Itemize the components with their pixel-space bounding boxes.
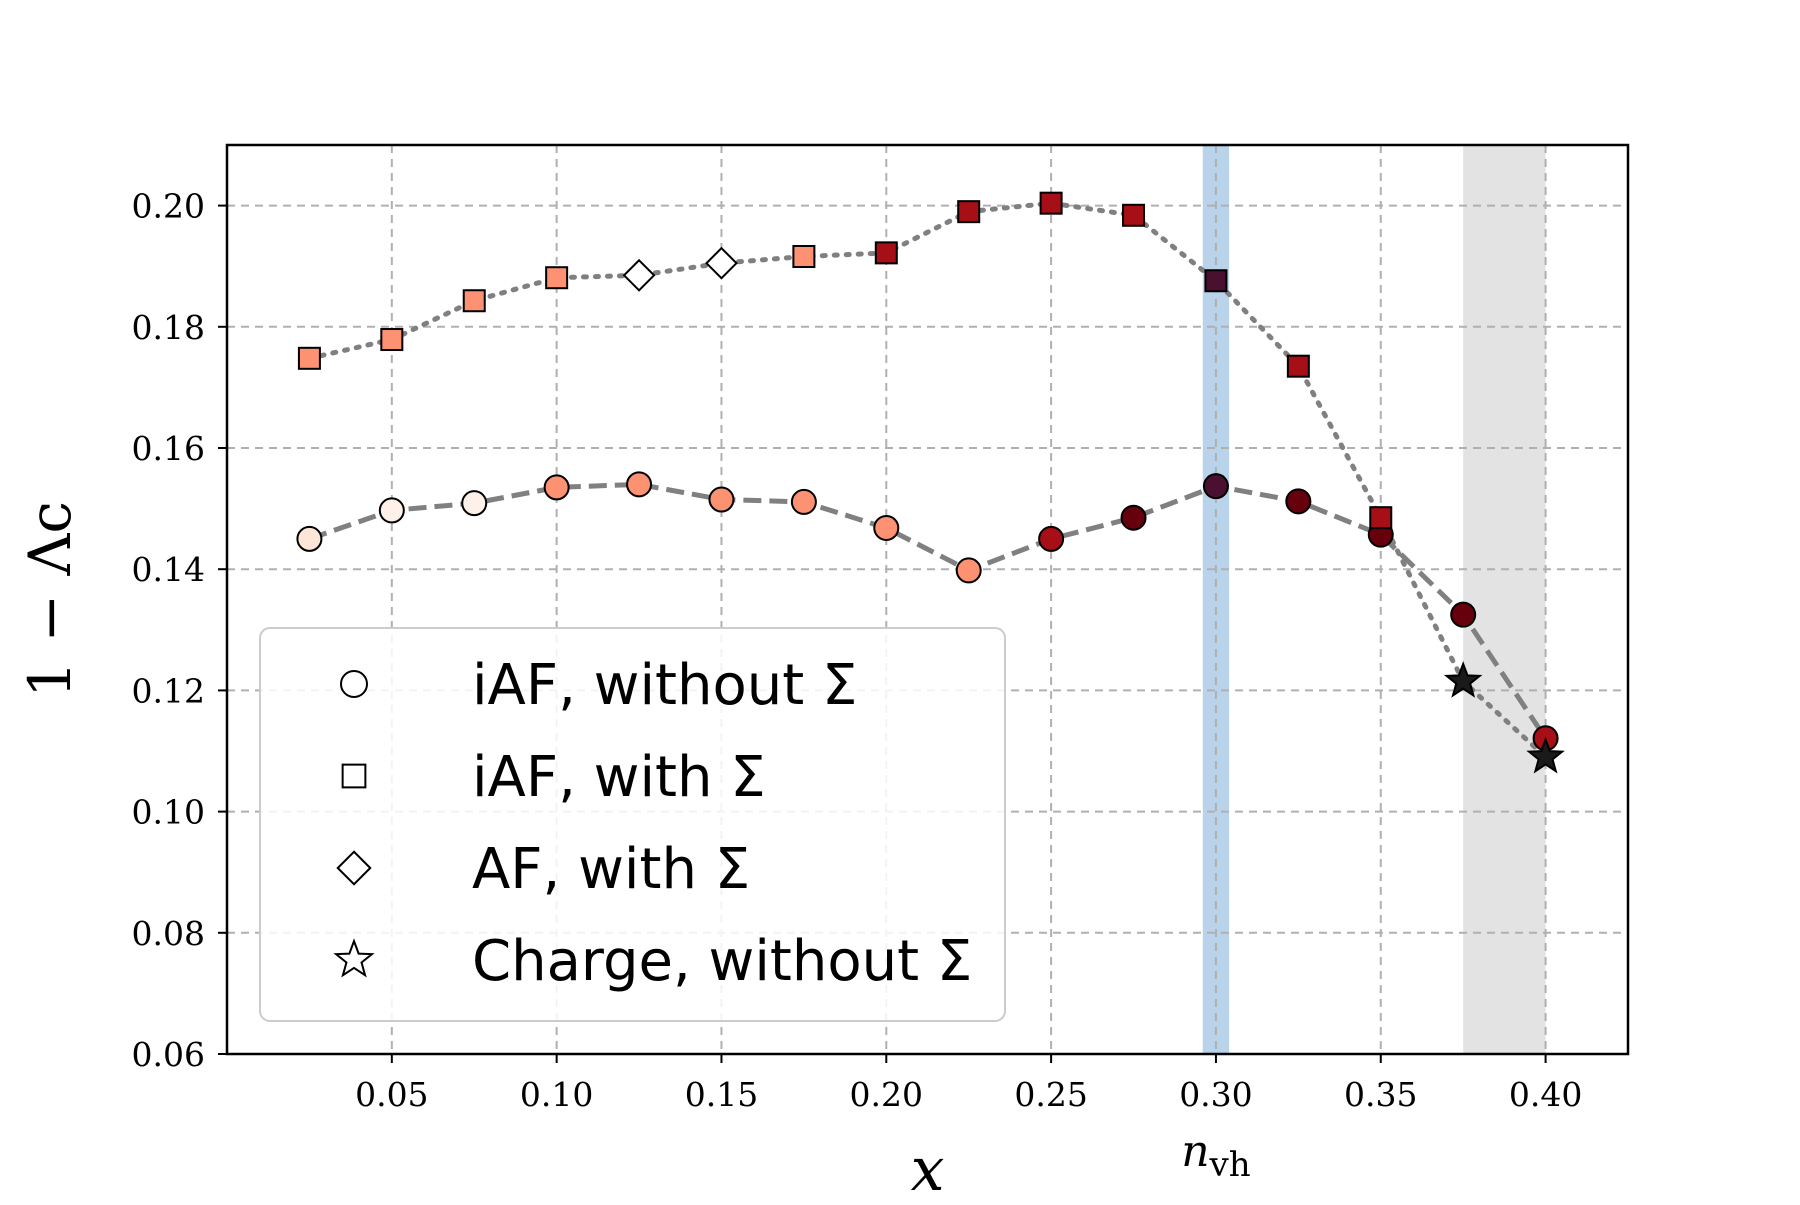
dashed-line-iaf-without-sigma (308, 481, 1548, 740)
y-tick-label: 0.20 (132, 187, 205, 226)
legend-star-icon (333, 938, 375, 978)
circle-marker (1120, 504, 1147, 531)
x-tick-label: 0.15 (685, 1075, 758, 1114)
y-tick-label: 0.16 (132, 429, 205, 468)
circle-marker (1202, 473, 1229, 500)
legend-label: Charge, without Σ (472, 929, 972, 994)
star-marker (1443, 661, 1483, 698)
shaded-region-1 (1463, 145, 1546, 1054)
x-tick-label: 0.40 (1509, 1075, 1582, 1114)
circle-marker (955, 557, 982, 584)
x-tick-label: 0.30 (1179, 1075, 1252, 1114)
circle-marker (790, 488, 817, 515)
legend-box (259, 627, 1006, 1022)
y-tick-label: 0.08 (132, 914, 205, 953)
y-tick-label: 0.14 (132, 550, 205, 589)
x-tick-label: 0.10 (520, 1075, 593, 1114)
x-tick-label: 0.20 (850, 1075, 923, 1114)
legend-label: AF, with Σ (472, 837, 750, 902)
series-lines (306, 200, 1549, 760)
y-tick-label: 0.06 (132, 1035, 205, 1074)
circle-marker (378, 497, 405, 524)
x-tick-label: 0.25 (1014, 1075, 1087, 1114)
plot-frame (225, 143, 1630, 1056)
circle-marker (1450, 601, 1477, 628)
x-tick-label: 0.05 (355, 1075, 428, 1114)
square-marker (1039, 191, 1063, 215)
square-marker (1369, 506, 1393, 530)
x-tick-label: 0.35 (1344, 1075, 1417, 1114)
circle-marker (708, 486, 735, 513)
y-axis-label: 1 − Λc (16, 501, 84, 698)
star-marker (1526, 736, 1565, 774)
circle-marker (873, 514, 900, 541)
legend-square-icon (341, 763, 367, 789)
diamond-marker (622, 258, 656, 292)
square-marker (957, 200, 981, 224)
square-marker (792, 245, 816, 269)
legend-circle-icon (340, 670, 368, 698)
circle-marker (1285, 488, 1312, 515)
circle-marker (296, 525, 323, 552)
circle-marker (626, 471, 653, 498)
data-markers (296, 191, 1565, 774)
square-marker (380, 328, 404, 352)
legend: iAF, without Σ iAF, with Σ AF, with Σ Charg… (259, 627, 1006, 1022)
legend-label: iAF, without Σ (472, 653, 857, 718)
y-tick-label: 0.10 (132, 793, 205, 832)
square-marker (1204, 269, 1228, 293)
legend-diamond-icon (336, 850, 372, 886)
axis-ticks: 0.05 0.10 0.15 0.20 0.25 0.30 0.35 0.40 0.06 0.08… (132, 187, 1583, 1114)
circle-marker (543, 474, 570, 501)
nvh-base: n (1181, 1126, 1209, 1177)
legend-label: iAF, with Σ (472, 745, 766, 810)
circle-marker (1038, 525, 1065, 552)
nvh-subscript: vh (1209, 1145, 1251, 1185)
square-marker (297, 346, 321, 370)
dotted-line-with-sigma (306, 200, 1549, 760)
y-tick-label: 0.18 (132, 308, 205, 347)
square-marker (1286, 354, 1310, 378)
square-marker (1122, 203, 1146, 227)
square-marker (874, 241, 898, 265)
circle-marker (461, 490, 488, 517)
square-marker (545, 266, 569, 290)
diamond-marker (705, 246, 738, 280)
y-tick-label: 0.12 (132, 671, 205, 710)
square-marker (462, 289, 486, 313)
nvh-annotation: nvh (1181, 1126, 1250, 1185)
shaded-regions (1202, 145, 1546, 1054)
x-axis-label: x (911, 1135, 945, 1200)
